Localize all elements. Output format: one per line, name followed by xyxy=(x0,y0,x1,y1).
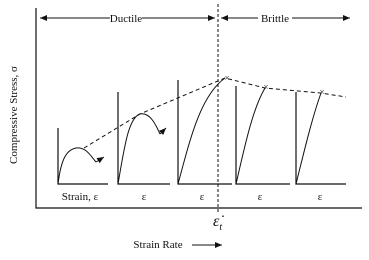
fracture-mark: × xyxy=(319,87,324,97)
curve xyxy=(235,87,266,185)
panel-label: ε xyxy=(142,191,147,203)
transition-label: ε̇t xyxy=(213,213,224,233)
y-axis-label: Compressive Stress, σ xyxy=(8,66,20,164)
panel-axes xyxy=(117,92,170,185)
panel-label: ε xyxy=(258,191,263,203)
curve xyxy=(117,113,161,185)
curve-arrow xyxy=(158,127,167,136)
transition-symbol: ε̇ xyxy=(213,213,224,230)
envelope xyxy=(83,77,347,149)
brittle-label: Brittle xyxy=(261,13,289,25)
panel-axes xyxy=(295,92,346,185)
panel-label: ε xyxy=(318,191,323,203)
x-axis-label: Strain Rate xyxy=(133,239,182,251)
curve xyxy=(177,77,226,185)
fracture-mark: × xyxy=(263,82,268,92)
main-axes xyxy=(35,8,362,209)
ductile-label: Ductile xyxy=(110,13,142,25)
curve xyxy=(57,147,97,185)
panel-label: ε xyxy=(200,191,205,203)
fracture-mark: × xyxy=(224,73,229,83)
curve-arrow xyxy=(95,156,105,164)
panel-axes xyxy=(177,80,232,185)
curve xyxy=(295,92,322,185)
panel-axes xyxy=(235,86,290,185)
panel-label: Strain, ε xyxy=(62,191,99,203)
transition-subscript: t xyxy=(219,222,222,233)
